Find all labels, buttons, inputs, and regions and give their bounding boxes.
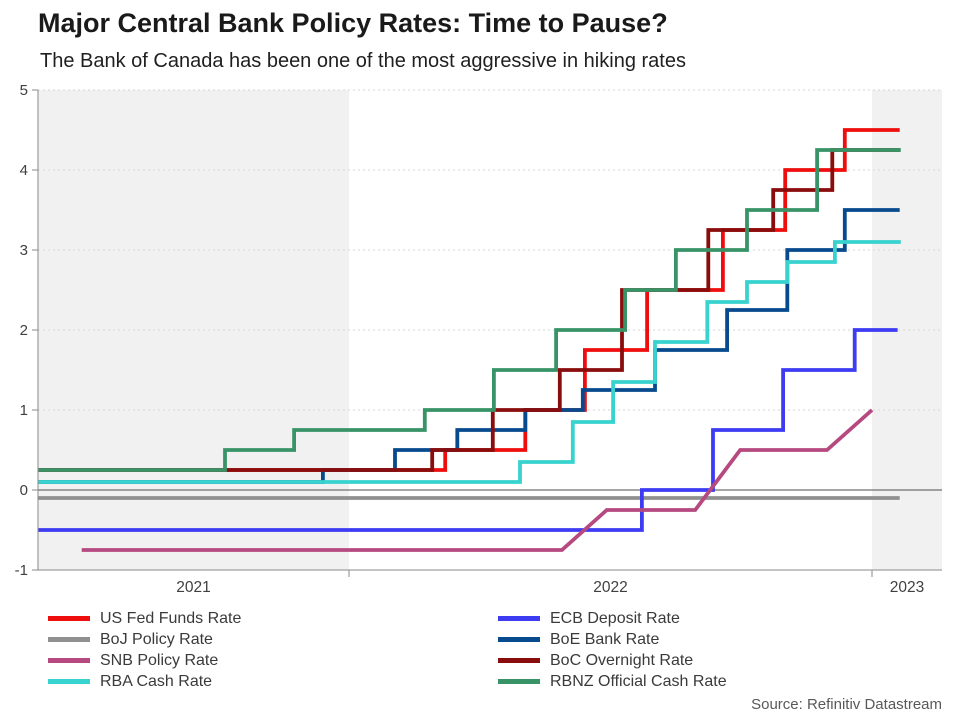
legend-swatch xyxy=(498,658,540,663)
y-tick-label: 3 xyxy=(20,242,28,259)
y-tick-label: 2 xyxy=(20,322,28,339)
legend-label: RBNZ Official Cash Rate xyxy=(550,672,727,690)
legend-item: BoJ Policy Rate xyxy=(48,629,241,650)
legend-item: RBNZ Official Cash Rate xyxy=(498,671,727,692)
y-tick-label: 0 xyxy=(20,482,28,499)
legend-swatch xyxy=(48,637,90,642)
y-tick-label: 1 xyxy=(20,402,28,419)
legend-item: US Fed Funds Rate xyxy=(48,608,241,629)
legend-item: ECB Deposit Rate xyxy=(498,608,727,629)
series-line xyxy=(37,240,901,484)
legend-column: US Fed Funds Rate BoJ Policy Rate SNB Poli… xyxy=(48,608,241,692)
legend-swatch xyxy=(498,679,540,684)
legend-column: ECB Deposit Rate BoE Bank Rate BoC Overnig… xyxy=(498,608,727,692)
legend-item: SNB Policy Rate xyxy=(48,650,241,671)
series-line xyxy=(81,408,874,552)
legend-swatch xyxy=(48,616,90,621)
legend-label: US Fed Funds Rate xyxy=(100,609,242,627)
legend-label: BoC Overnight Rate xyxy=(550,651,694,669)
x-tick-label: 2021 xyxy=(176,579,210,596)
legend-swatch xyxy=(498,616,540,621)
series-line xyxy=(37,148,901,472)
legend-item: RBA Cash Rate xyxy=(48,671,241,692)
legend-swatch xyxy=(498,637,540,642)
legend-label: ECB Deposit Rate xyxy=(550,609,680,627)
legend-label: SNB Policy Rate xyxy=(100,651,219,669)
legend-label: RBA Cash Rate xyxy=(100,672,213,690)
legend-item: BoC Overnight Rate xyxy=(498,650,727,671)
legend-label: BoE Bank Rate xyxy=(550,630,660,648)
legend-label: BoJ Policy Rate xyxy=(100,630,213,648)
chart-subtitle: The Bank of Canada has been one of the m… xyxy=(40,50,686,72)
y-tick-label: 5 xyxy=(20,82,28,99)
legend-item: BoE Bank Rate xyxy=(498,629,727,650)
y-tick-label: 4 xyxy=(20,162,28,179)
source-text: Source: Refinitiv Datastream xyxy=(751,696,942,713)
chart-title: Major Central Bank Policy Rates: Time to… xyxy=(38,8,668,38)
legend-swatch xyxy=(48,679,90,684)
x-tick-label: 2023 xyxy=(890,579,924,596)
x-tick-label: 2022 xyxy=(593,579,627,596)
series-line xyxy=(37,208,900,484)
y-tick-label: -1 xyxy=(15,562,28,579)
legend-swatch xyxy=(48,658,90,663)
